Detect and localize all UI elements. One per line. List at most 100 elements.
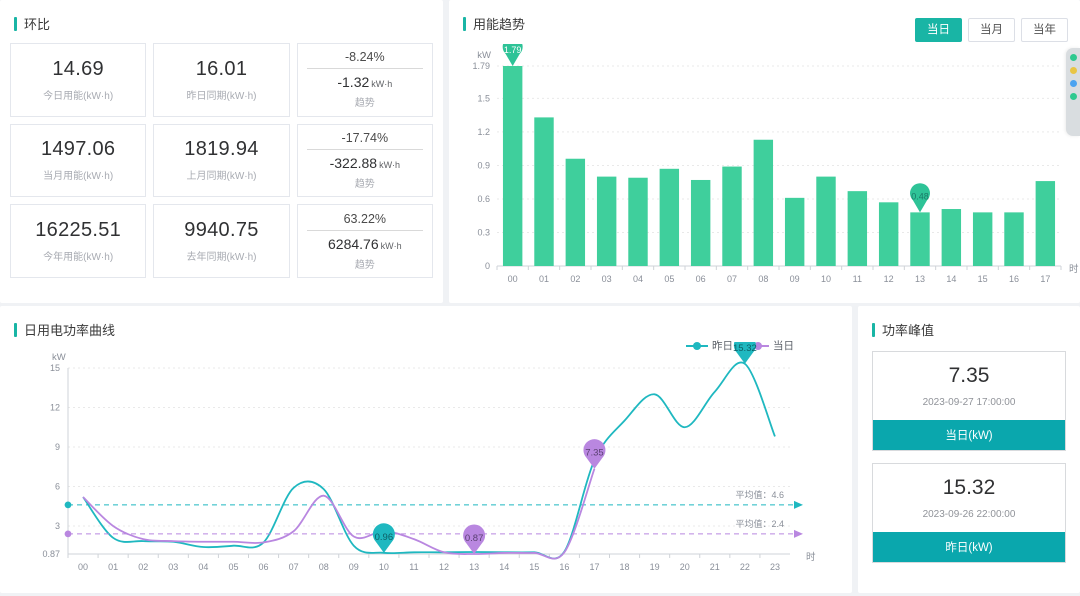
- daily-power-curve-panel: 日用电功率曲线 昨日 当日 kW 0.87 3 6 9 12 15 00 01 02 03 04 05 0…: [0, 306, 852, 593]
- trend-delta: -1.32 kW·h: [337, 69, 392, 90]
- kpi-label: 当月用能(kW·h): [43, 171, 114, 183]
- svg-text:16: 16: [559, 562, 569, 572]
- trend-percent: -17.74%: [341, 130, 389, 145]
- svg-text:17: 17: [589, 562, 599, 572]
- svg-text:0.48: 0.48: [911, 191, 929, 201]
- svg-text:0.6: 0.6: [477, 194, 490, 204]
- svg-text:17: 17: [1040, 274, 1050, 284]
- bottom-row: 日用电功率曲线 昨日 当日 kW 0.87 3 6 9 12 15 00 01 02 03 04 05 0…: [0, 306, 1080, 593]
- trend-delta-value: -1.32: [337, 74, 370, 91]
- svg-text:0.87: 0.87: [42, 549, 60, 559]
- kpi-card-last-month: 1819.94 上月同期(kW·h): [153, 123, 290, 198]
- svg-text:02: 02: [570, 274, 580, 284]
- svg-text:03: 03: [168, 562, 178, 572]
- svg-text:15: 15: [978, 274, 988, 284]
- svg-text:0.3: 0.3: [477, 227, 490, 237]
- svg-text:00: 00: [78, 562, 88, 572]
- svg-text:09: 09: [349, 562, 359, 572]
- kpi-value: 9940.75: [184, 219, 259, 242]
- svg-text:23: 23: [770, 562, 780, 572]
- kpi-label: 去年同期(kW·h): [186, 252, 257, 264]
- peak-footer-today: 当日(kW): [873, 420, 1065, 450]
- svg-text:04: 04: [633, 274, 643, 284]
- ratio-panel: 环比 14.69 今日用能(kW·h) 16.01 昨日同期(kW·h) -8.…: [0, 0, 443, 303]
- svg-text:01: 01: [108, 562, 118, 572]
- svg-text:1.79: 1.79: [504, 45, 522, 55]
- svg-text:时: 时: [806, 551, 816, 563]
- kpi-card-today: 14.69 今日用能(kW·h): [10, 43, 147, 117]
- ratio-panel-title-text: 环比: [24, 17, 51, 32]
- bar-chart-svg: kW 0 0.3 0.6 0.9 1.2 1.5 1.79 00 01 02 03 04 05 06 07 08…: [472, 44, 1079, 284]
- kpi-value: 1497.06: [40, 138, 116, 161]
- svg-text:kW: kW: [477, 50, 491, 61]
- kpi-label: 今年用能(kW·h): [43, 252, 114, 264]
- kpi-card-month: 1497.06 当月用能(kW·h): [10, 123, 147, 198]
- trend-divider: [307, 68, 423, 70]
- svg-text:19: 19: [650, 562, 660, 572]
- svg-text:0.87: 0.87: [465, 533, 484, 544]
- legend-marker-today-icon: [747, 341, 769, 351]
- peak-card-body: 7.35 2023-09-27 17:00:00: [873, 352, 1065, 420]
- energy-trend-title: 用能趋势: [449, 0, 1080, 33]
- svg-text:6: 6: [55, 481, 60, 491]
- svg-text:02: 02: [138, 562, 148, 572]
- power-peak-title-text: 功率峰值: [882, 323, 935, 338]
- power-peak-title: 功率峰值: [858, 306, 1080, 339]
- tab-day[interactable]: 当日: [915, 18, 962, 42]
- svg-text:平均值：2.4: 平均值：2.4: [735, 518, 784, 529]
- svg-text:kW: kW: [52, 352, 66, 363]
- trend-delta-unit: kW·h: [379, 159, 401, 170]
- svg-text:1.79: 1.79: [472, 61, 490, 71]
- svg-text:14: 14: [499, 562, 509, 572]
- svg-text:01: 01: [539, 274, 549, 284]
- trend-label: 趋势: [354, 259, 375, 271]
- svg-text:18: 18: [620, 562, 630, 572]
- peak-card-body: 15.32 2023-09-26 22:00:00: [873, 464, 1065, 532]
- trend-percent: 63.22%: [343, 211, 387, 226]
- title-accent-bar: [463, 16, 466, 31]
- kpi-label: 昨日同期(kW·h): [186, 90, 257, 102]
- svg-text:14: 14: [946, 274, 956, 284]
- svg-text:13: 13: [469, 562, 479, 572]
- svg-text:10: 10: [821, 274, 831, 284]
- svg-text:1.2: 1.2: [477, 127, 490, 137]
- widget-dot-green: [1069, 54, 1077, 61]
- legend-label-yesterday: 昨日: [712, 340, 733, 352]
- svg-text:平均值：4.6: 平均值：4.6: [735, 489, 784, 500]
- svg-text:08: 08: [758, 274, 768, 284]
- svg-text:11: 11: [409, 562, 418, 572]
- kpi-grid: 14.69 今日用能(kW·h) 16.01 昨日同期(kW·h) -8.24%…: [0, 33, 443, 290]
- svg-text:7.35: 7.35: [585, 448, 604, 459]
- title-accent-bar: [14, 322, 17, 337]
- svg-text:21: 21: [710, 562, 720, 572]
- kpi-card-day-trend: -8.24% -1.32 kW·h 趋势: [296, 43, 433, 117]
- peak-value: 15.32: [942, 476, 996, 499]
- svg-text:0: 0: [485, 261, 490, 271]
- svg-text:07: 07: [727, 274, 737, 284]
- kpi-card-yesterday: 16.01 昨日同期(kW·h): [153, 43, 290, 117]
- trend-delta-value: 6284.76: [328, 235, 379, 252]
- kpi-value: 16225.51: [35, 219, 122, 242]
- peak-value: 7.35: [948, 364, 990, 387]
- kpi-card-year: 16225.51 今年用能(kW·h): [10, 204, 147, 278]
- floating-side-widget[interactable]: [1066, 48, 1080, 136]
- legend-item-today[interactable]: 当日: [747, 338, 794, 353]
- trend-percent: -8.24%: [345, 50, 385, 65]
- tab-year[interactable]: 当年: [1021, 18, 1068, 42]
- legend-label-today: 当日: [773, 340, 794, 352]
- trend-label: 趋势: [354, 98, 375, 110]
- svg-text:03: 03: [602, 274, 612, 284]
- trend-delta: 6284.76 kW·h: [328, 231, 402, 252]
- svg-text:07: 07: [289, 562, 299, 572]
- energy-trend-panel: 用能趋势 当日 当月 当年 kW 0 0.3 0.6 0.9 1.2 1.5 1.79 00 01…: [449, 0, 1080, 303]
- legend-item-yesterday[interactable]: 昨日: [686, 338, 733, 353]
- tab-month[interactable]: 当月: [968, 18, 1015, 42]
- legend-marker-yesterday-icon: [686, 341, 708, 351]
- ratio-panel-title: 环比: [0, 0, 443, 33]
- range-tabs: 当日 当月 当年: [909, 18, 1068, 42]
- title-accent-bar: [872, 322, 875, 337]
- svg-text:9: 9: [55, 442, 60, 452]
- peak-card-today: 7.35 2023-09-27 17:00:00 当日(kW): [872, 351, 1066, 451]
- svg-text:04: 04: [198, 562, 208, 572]
